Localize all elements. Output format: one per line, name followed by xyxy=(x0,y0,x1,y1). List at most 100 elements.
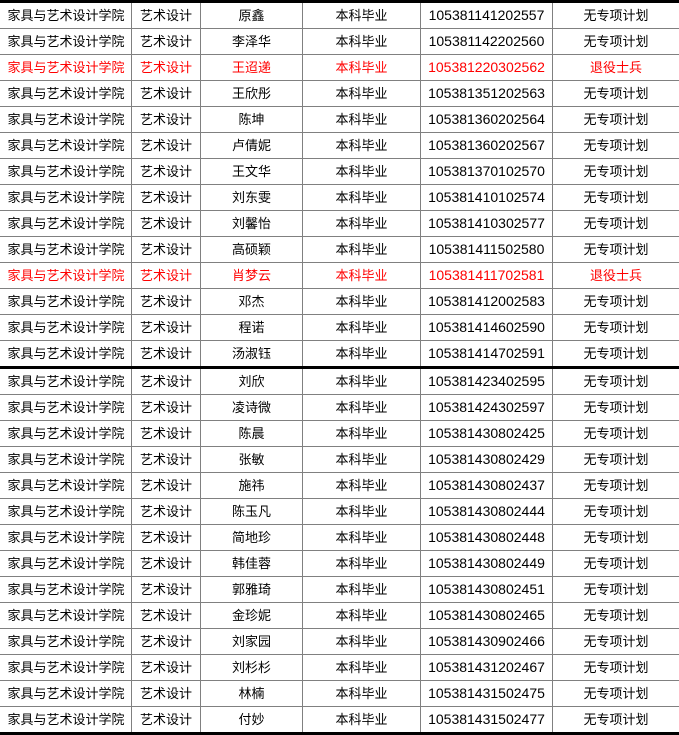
cell-plan[interactable]: 无专项计划 xyxy=(553,551,679,577)
cell-name[interactable]: 张敏 xyxy=(201,447,303,473)
cell-exam-id[interactable]: 105381430902466 xyxy=(421,629,553,655)
cell-name[interactable]: 高硕颖 xyxy=(201,237,303,263)
cell-degree[interactable]: 本科毕业 xyxy=(303,133,421,159)
cell-exam-id[interactable]: 105381220302562 xyxy=(421,55,553,81)
cell-college[interactable]: 家具与艺术设计学院 xyxy=(1,263,132,289)
cell-plan[interactable]: 退役士兵 xyxy=(553,55,679,81)
cell-plan[interactable]: 无专项计划 xyxy=(553,133,679,159)
cell-plan[interactable]: 无专项计划 xyxy=(553,655,679,681)
cell-major[interactable]: 艺术设计 xyxy=(132,629,201,655)
cell-college[interactable]: 家具与艺术设计学院 xyxy=(1,395,132,421)
cell-major[interactable]: 艺术设计 xyxy=(132,289,201,315)
cell-major[interactable]: 艺术设计 xyxy=(132,55,201,81)
cell-college[interactable]: 家具与艺术设计学院 xyxy=(1,525,132,551)
cell-name[interactable]: 卢倩妮 xyxy=(201,133,303,159)
cell-college[interactable]: 家具与艺术设计学院 xyxy=(1,577,132,603)
cell-name[interactable]: 刘东雯 xyxy=(201,185,303,211)
cell-exam-id[interactable]: 105381431502475 xyxy=(421,681,553,707)
cell-degree[interactable]: 本科毕业 xyxy=(303,185,421,211)
cell-name[interactable]: 韩佳蓉 xyxy=(201,551,303,577)
cell-name[interactable]: 刘馨怡 xyxy=(201,211,303,237)
cell-college[interactable]: 家具与艺术设计学院 xyxy=(1,211,132,237)
cell-exam-id[interactable]: 105381412002583 xyxy=(421,289,553,315)
cell-plan[interactable]: 退役士兵 xyxy=(553,263,679,289)
cell-degree[interactable]: 本科毕业 xyxy=(303,237,421,263)
cell-exam-id[interactable]: 105381411502580 xyxy=(421,237,553,263)
cell-major[interactable]: 艺术设计 xyxy=(132,577,201,603)
cell-name[interactable]: 李泽华 xyxy=(201,29,303,55)
cell-degree[interactable]: 本科毕业 xyxy=(303,395,421,421)
cell-name[interactable]: 王欣彤 xyxy=(201,81,303,107)
cell-exam-id[interactable]: 105381370102570 xyxy=(421,159,553,185)
cell-college[interactable]: 家具与艺术设计学院 xyxy=(1,551,132,577)
cell-degree[interactable]: 本科毕业 xyxy=(303,315,421,341)
cell-degree[interactable]: 本科毕业 xyxy=(303,341,421,368)
cell-exam-id[interactable]: 105381414702591 xyxy=(421,341,553,368)
cell-major[interactable]: 艺术设计 xyxy=(132,133,201,159)
cell-plan[interactable]: 无专项计划 xyxy=(553,315,679,341)
cell-plan[interactable]: 无专项计划 xyxy=(553,289,679,315)
cell-major[interactable]: 艺术设计 xyxy=(132,81,201,107)
cell-college[interactable]: 家具与艺术设计学院 xyxy=(1,237,132,263)
cell-exam-id[interactable]: 105381414602590 xyxy=(421,315,553,341)
cell-name[interactable]: 王迢递 xyxy=(201,55,303,81)
cell-degree[interactable]: 本科毕业 xyxy=(303,263,421,289)
cell-exam-id[interactable]: 105381423402595 xyxy=(421,368,553,395)
cell-degree[interactable]: 本科毕业 xyxy=(303,707,421,734)
cell-major[interactable]: 艺术设计 xyxy=(132,237,201,263)
cell-major[interactable]: 艺术设计 xyxy=(132,211,201,237)
cell-degree[interactable]: 本科毕业 xyxy=(303,211,421,237)
cell-college[interactable]: 家具与艺术设计学院 xyxy=(1,368,132,395)
cell-major[interactable]: 艺术设计 xyxy=(132,395,201,421)
cell-exam-id[interactable]: 105381360202567 xyxy=(421,133,553,159)
cell-degree[interactable]: 本科毕业 xyxy=(303,525,421,551)
cell-name[interactable]: 付妙 xyxy=(201,707,303,734)
cell-degree[interactable]: 本科毕业 xyxy=(303,107,421,133)
cell-name[interactable]: 简地珍 xyxy=(201,525,303,551)
cell-plan[interactable]: 无专项计划 xyxy=(553,29,679,55)
cell-degree[interactable]: 本科毕业 xyxy=(303,577,421,603)
cell-major[interactable]: 艺术设计 xyxy=(132,421,201,447)
cell-degree[interactable]: 本科毕业 xyxy=(303,655,421,681)
cell-college[interactable]: 家具与艺术设计学院 xyxy=(1,707,132,734)
cell-college[interactable]: 家具与艺术设计学院 xyxy=(1,421,132,447)
cell-name[interactable]: 汤淑钰 xyxy=(201,341,303,368)
cell-college[interactable]: 家具与艺术设计学院 xyxy=(1,315,132,341)
cell-college[interactable]: 家具与艺术设计学院 xyxy=(1,185,132,211)
cell-college[interactable]: 家具与艺术设计学院 xyxy=(1,681,132,707)
cell-exam-id[interactable]: 105381430802437 xyxy=(421,473,553,499)
cell-plan[interactable]: 无专项计划 xyxy=(553,211,679,237)
cell-college[interactable]: 家具与艺术设计学院 xyxy=(1,629,132,655)
cell-major[interactable]: 艺术设计 xyxy=(132,2,201,29)
cell-major[interactable]: 艺术设计 xyxy=(132,525,201,551)
cell-major[interactable]: 艺术设计 xyxy=(132,315,201,341)
cell-exam-id[interactable]: 105381430802449 xyxy=(421,551,553,577)
cell-college[interactable]: 家具与艺术设计学院 xyxy=(1,159,132,185)
cell-plan[interactable]: 无专项计划 xyxy=(553,447,679,473)
cell-major[interactable]: 艺术设计 xyxy=(132,368,201,395)
cell-name[interactable]: 凌诗微 xyxy=(201,395,303,421)
cell-major[interactable]: 艺术设计 xyxy=(132,159,201,185)
cell-name[interactable]: 陈晨 xyxy=(201,421,303,447)
cell-major[interactable]: 艺术设计 xyxy=(132,551,201,577)
cell-major[interactable]: 艺术设计 xyxy=(132,655,201,681)
cell-degree[interactable]: 本科毕业 xyxy=(303,81,421,107)
cell-degree[interactable]: 本科毕业 xyxy=(303,551,421,577)
cell-college[interactable]: 家具与艺术设计学院 xyxy=(1,341,132,368)
cell-plan[interactable]: 无专项计划 xyxy=(553,2,679,29)
cell-plan[interactable]: 无专项计划 xyxy=(553,368,679,395)
cell-exam-id[interactable]: 105381430802451 xyxy=(421,577,553,603)
cell-major[interactable]: 艺术设计 xyxy=(132,447,201,473)
cell-exam-id[interactable]: 105381430802425 xyxy=(421,421,553,447)
cell-name[interactable]: 原鑫 xyxy=(201,2,303,29)
cell-major[interactable]: 艺术设计 xyxy=(132,681,201,707)
